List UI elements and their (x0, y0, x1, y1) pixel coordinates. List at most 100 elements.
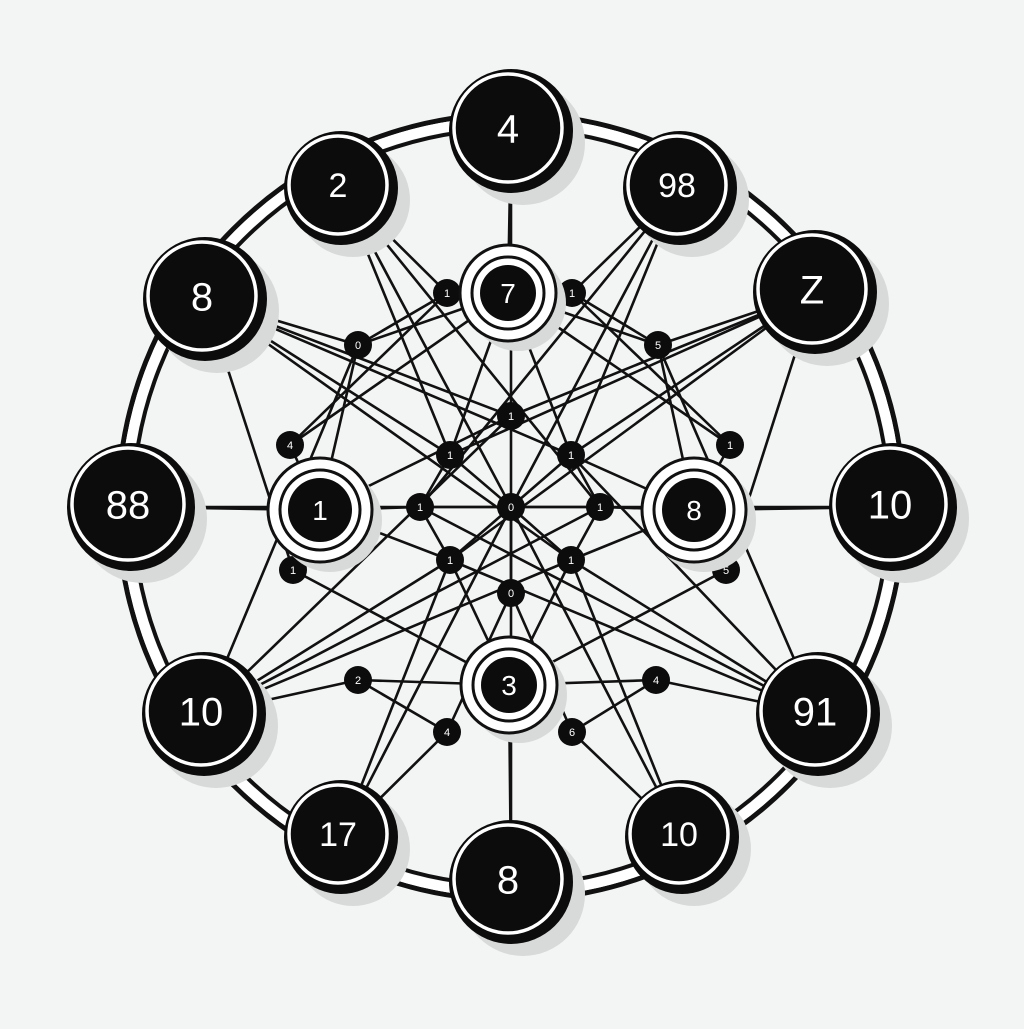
outer-node-label: 98 (658, 167, 696, 205)
small-node-s5[interactable]: 4 (276, 431, 304, 459)
small-node-disc (344, 331, 372, 359)
outer-node-o_right[interactable]: 10 (829, 443, 969, 583)
outer-node-o_rt[interactable]: Z (753, 230, 889, 366)
small-node-label: 1 (727, 440, 733, 452)
hub-node-h_left[interactable]: 1 (266, 456, 382, 572)
outer-node-ring (759, 655, 871, 767)
small-node-s20[interactable]: 4 (433, 718, 461, 746)
outer-node-o_rb[interactable]: 91 (756, 652, 892, 788)
hub-node-disc (288, 478, 352, 542)
outer-node-ring (287, 134, 389, 236)
small-node-label: 4 (653, 675, 659, 687)
outer-node-disc (152, 662, 250, 760)
outer-node-disc (839, 453, 941, 555)
edge-s20-s18 (356, 678, 449, 734)
outer-node-ring (287, 783, 389, 885)
small-node-s16[interactable]: 1 (557, 546, 585, 574)
hub-node-label: 8 (686, 495, 702, 526)
small-node-s4[interactable]: 5 (644, 331, 672, 359)
hub-node-h_bottom[interactable]: 3 (459, 635, 567, 743)
small-node-label: 1 (597, 502, 603, 514)
outer-node-label: Z (800, 268, 824, 312)
small-node-label: 4 (444, 727, 450, 739)
outer-node-label: 8 (191, 275, 213, 319)
hub-node-label: 7 (500, 278, 516, 309)
small-node-label: 1 (569, 288, 575, 300)
small-node-label: 1 (417, 502, 423, 514)
small-node-label: 6 (569, 727, 575, 739)
small-node-disc (436, 546, 464, 574)
small-node-disc (642, 666, 670, 694)
outer-node-o_tr[interactable]: 98 (623, 131, 749, 257)
small-node-s13[interactable]: 1 (279, 556, 307, 584)
outer-node-disc (294, 141, 382, 229)
small-node-label: 0 (355, 340, 361, 352)
small-node-s21[interactable]: 6 (558, 718, 586, 746)
small-node-s9[interactable]: 1 (557, 441, 585, 469)
small-node-s7[interactable]: 1 (497, 402, 525, 430)
outer-node-label: 88 (106, 483, 151, 527)
outer-node-label: 91 (793, 690, 838, 734)
small-node-disc (497, 579, 525, 607)
outer-node-label: 10 (179, 690, 224, 734)
outer-node-disc (153, 247, 251, 345)
small-node-s18[interactable]: 2 (344, 666, 372, 694)
outer-node-ring (756, 233, 868, 345)
outer-node-o_bottom[interactable]: 8 (449, 820, 585, 956)
small-node-disc (644, 331, 672, 359)
hub-node-label: 1 (312, 495, 328, 526)
edge-s21-s19 (570, 678, 658, 734)
hub-node-h_right[interactable]: 8 (640, 456, 756, 572)
small-node-disc (276, 431, 304, 459)
small-node-s1[interactable]: 1 (433, 279, 461, 307)
small-node-disc (586, 493, 614, 521)
outer-node-o_lt[interactable]: 8 (143, 237, 279, 373)
edge-o_br-s11 (509, 505, 684, 839)
outer-node-disc (763, 240, 861, 338)
small-node-s15[interactable]: 1 (436, 546, 464, 574)
small-node-s10[interactable]: 1 (406, 493, 434, 521)
edge-o_bl-s11 (339, 505, 513, 839)
small-node-s8[interactable]: 1 (436, 441, 464, 469)
small-node-label: 5 (723, 565, 729, 577)
outer-node-o_tl[interactable]: 2 (284, 131, 410, 257)
outer-node-ring (832, 446, 948, 562)
outer-node-label: 17 (319, 816, 357, 854)
small-node-disc (344, 666, 372, 694)
outer-node-o_lb[interactable]: 10 (142, 652, 278, 788)
small-node-label: 2 (355, 675, 361, 687)
edge-o_tr-s11 (509, 186, 682, 509)
outer-node-o_bl[interactable]: 17 (284, 780, 410, 906)
outer-node-disc (766, 662, 864, 760)
edge-s1-s5 (288, 291, 449, 447)
small-node-s12[interactable]: 1 (586, 493, 614, 521)
small-node-s6[interactable]: 1 (716, 431, 744, 459)
outer-node-o_left[interactable]: 88 (67, 443, 207, 583)
small-node-label: 1 (447, 555, 453, 567)
outer-node-label: 10 (660, 816, 698, 854)
edge-s1-s3 (356, 291, 449, 347)
small-node-label: 1 (568, 555, 574, 567)
hub-node-disc (662, 478, 726, 542)
small-node-s11[interactable]: 0 (497, 493, 525, 521)
outer-node-ring (452, 823, 564, 935)
hub-node-h_top[interactable]: 7 (458, 243, 566, 351)
small-node-s3[interactable]: 0 (344, 331, 372, 359)
small-node-s19[interactable]: 4 (642, 666, 670, 694)
small-node-s17[interactable]: 0 (497, 579, 525, 607)
outer-node-disc (77, 453, 179, 555)
outer-node-ring (145, 655, 257, 767)
hub-node-rim (470, 255, 546, 331)
hub-node-label: 3 (501, 670, 517, 701)
edge-s2-s6 (570, 291, 732, 447)
small-node-disc (558, 718, 586, 746)
hub-node-rim (471, 647, 547, 723)
edge-o_lb-s12 (202, 505, 602, 716)
outer-node-disc (459, 79, 557, 177)
outer-node-ring (452, 72, 564, 184)
outer-node-o_br[interactable]: 10 (625, 780, 751, 906)
outer-node-label: 2 (329, 167, 348, 205)
outer-node-o_top[interactable]: 4 (449, 69, 585, 205)
small-node-group: 1 1 0 5 4 1 1 1 1 1 0 1 1 5 1 1 0 2 4 4 6 (276, 279, 744, 746)
